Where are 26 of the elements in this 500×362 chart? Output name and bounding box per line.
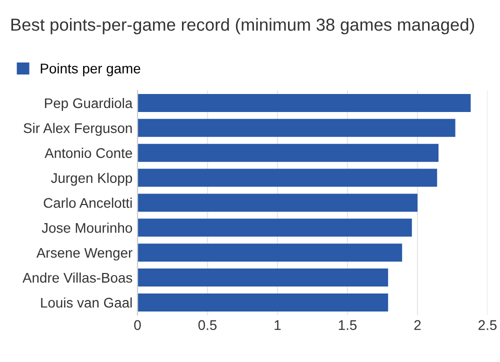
y-tick-label: Antonio Conte <box>44 148 132 158</box>
bar <box>138 293 388 312</box>
y-tick-label: Carlo Ancelotti <box>44 198 132 208</box>
y-tick-label: Jurgen Klopp <box>51 172 132 186</box>
bar <box>138 118 456 137</box>
bar <box>138 218 412 237</box>
legend-label: Points per game <box>40 63 140 76</box>
x-tick-label: 2 <box>414 320 421 330</box>
bar <box>138 244 402 262</box>
chart-title: Best points-per-game record (minimum 38 games managed) <box>11 18 474 34</box>
y-tick-label: Andre Villas-Boas <box>22 272 132 283</box>
y-tick-label: Arsene Wenger <box>36 248 132 261</box>
y-tick-label: Pep Guardiola <box>44 98 133 111</box>
x-tick-label: 1.5 <box>338 320 357 330</box>
y-tick-label: Sir Alex Ferguson <box>24 122 132 136</box>
y-tick-label: Louis van Gaal <box>41 297 132 308</box>
bar <box>138 194 418 212</box>
x-tick-label: 0.5 <box>198 320 217 330</box>
bar <box>138 144 438 162</box>
bar <box>138 268 388 287</box>
bar <box>138 94 471 112</box>
x-tick-label: 2.5 <box>478 320 497 330</box>
bar <box>138 168 438 187</box>
x-tick-label: 1 <box>274 320 281 330</box>
y-tick-label: Jose Mourinho <box>42 222 132 233</box>
x-tick-label: 0 <box>134 320 141 330</box>
